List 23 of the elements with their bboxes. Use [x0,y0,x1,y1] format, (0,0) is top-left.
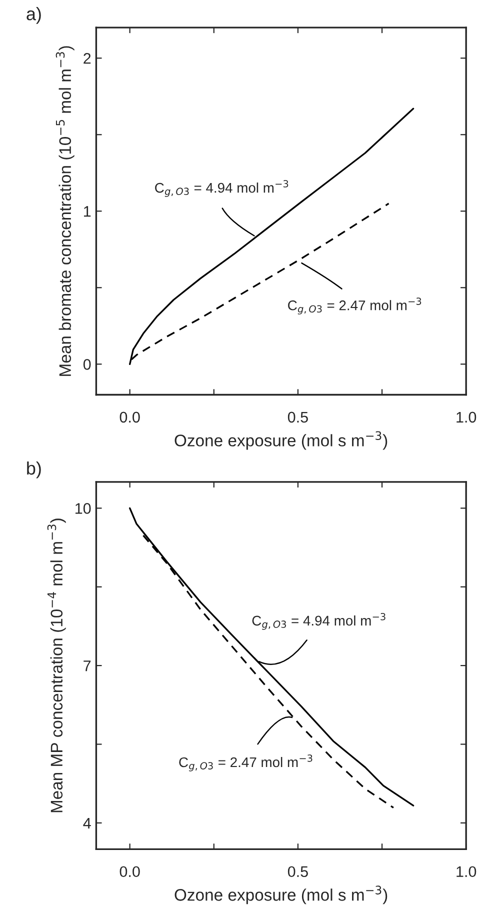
y-tick-label: 4 [83,818,91,828]
x-axis-title: Ozone exposure (mol s m$^{−3}$) [174,886,388,904]
y-axis-title: Mean MP concentration (10$^{−4}$ mol m$^{−3}$) [47,518,66,812]
y-tick-label: 7 [84,660,91,672]
y-tick-label: 1 [84,206,91,217]
annotation: C$_{g,O3}$ = 2.47 mol m$^{−3}$ [179,754,312,772]
annotation: C$_{g,O3}$ = 4.94 mol m$^{−3}$ [252,612,386,630]
x-axis-title: Ozone exposure (mol s m$^{−3}$) [174,431,388,450]
annotation: C$_{g,O3}$ = 2.47 mol m$^{−3}$ [288,298,422,314]
y-tick-label: 0 [83,359,91,370]
x-tick-label: 0.0 [120,866,140,878]
chart-title: b) [27,461,41,478]
x-tick-label: 0.5 [288,412,308,423]
y-tick-label: 2 [84,53,91,64]
chart-title: a) [26,7,41,24]
y-tick-label: 10 [76,503,91,514]
x-tick-label: 1.0 [456,412,476,423]
line-series [128,507,414,806]
y-axis-title: Mean bromate concentration (10$^{−5}$ mol m$^{−3}$) [56,46,74,376]
x-tick-label: 1.0 [456,866,476,878]
x-tick-label: 0.5 [288,866,308,878]
annotation: C$_{g,O3}$ = 4.94 mol m$^{−3}$ [155,180,288,197]
x-tick-label: 0.0 [120,412,140,423]
